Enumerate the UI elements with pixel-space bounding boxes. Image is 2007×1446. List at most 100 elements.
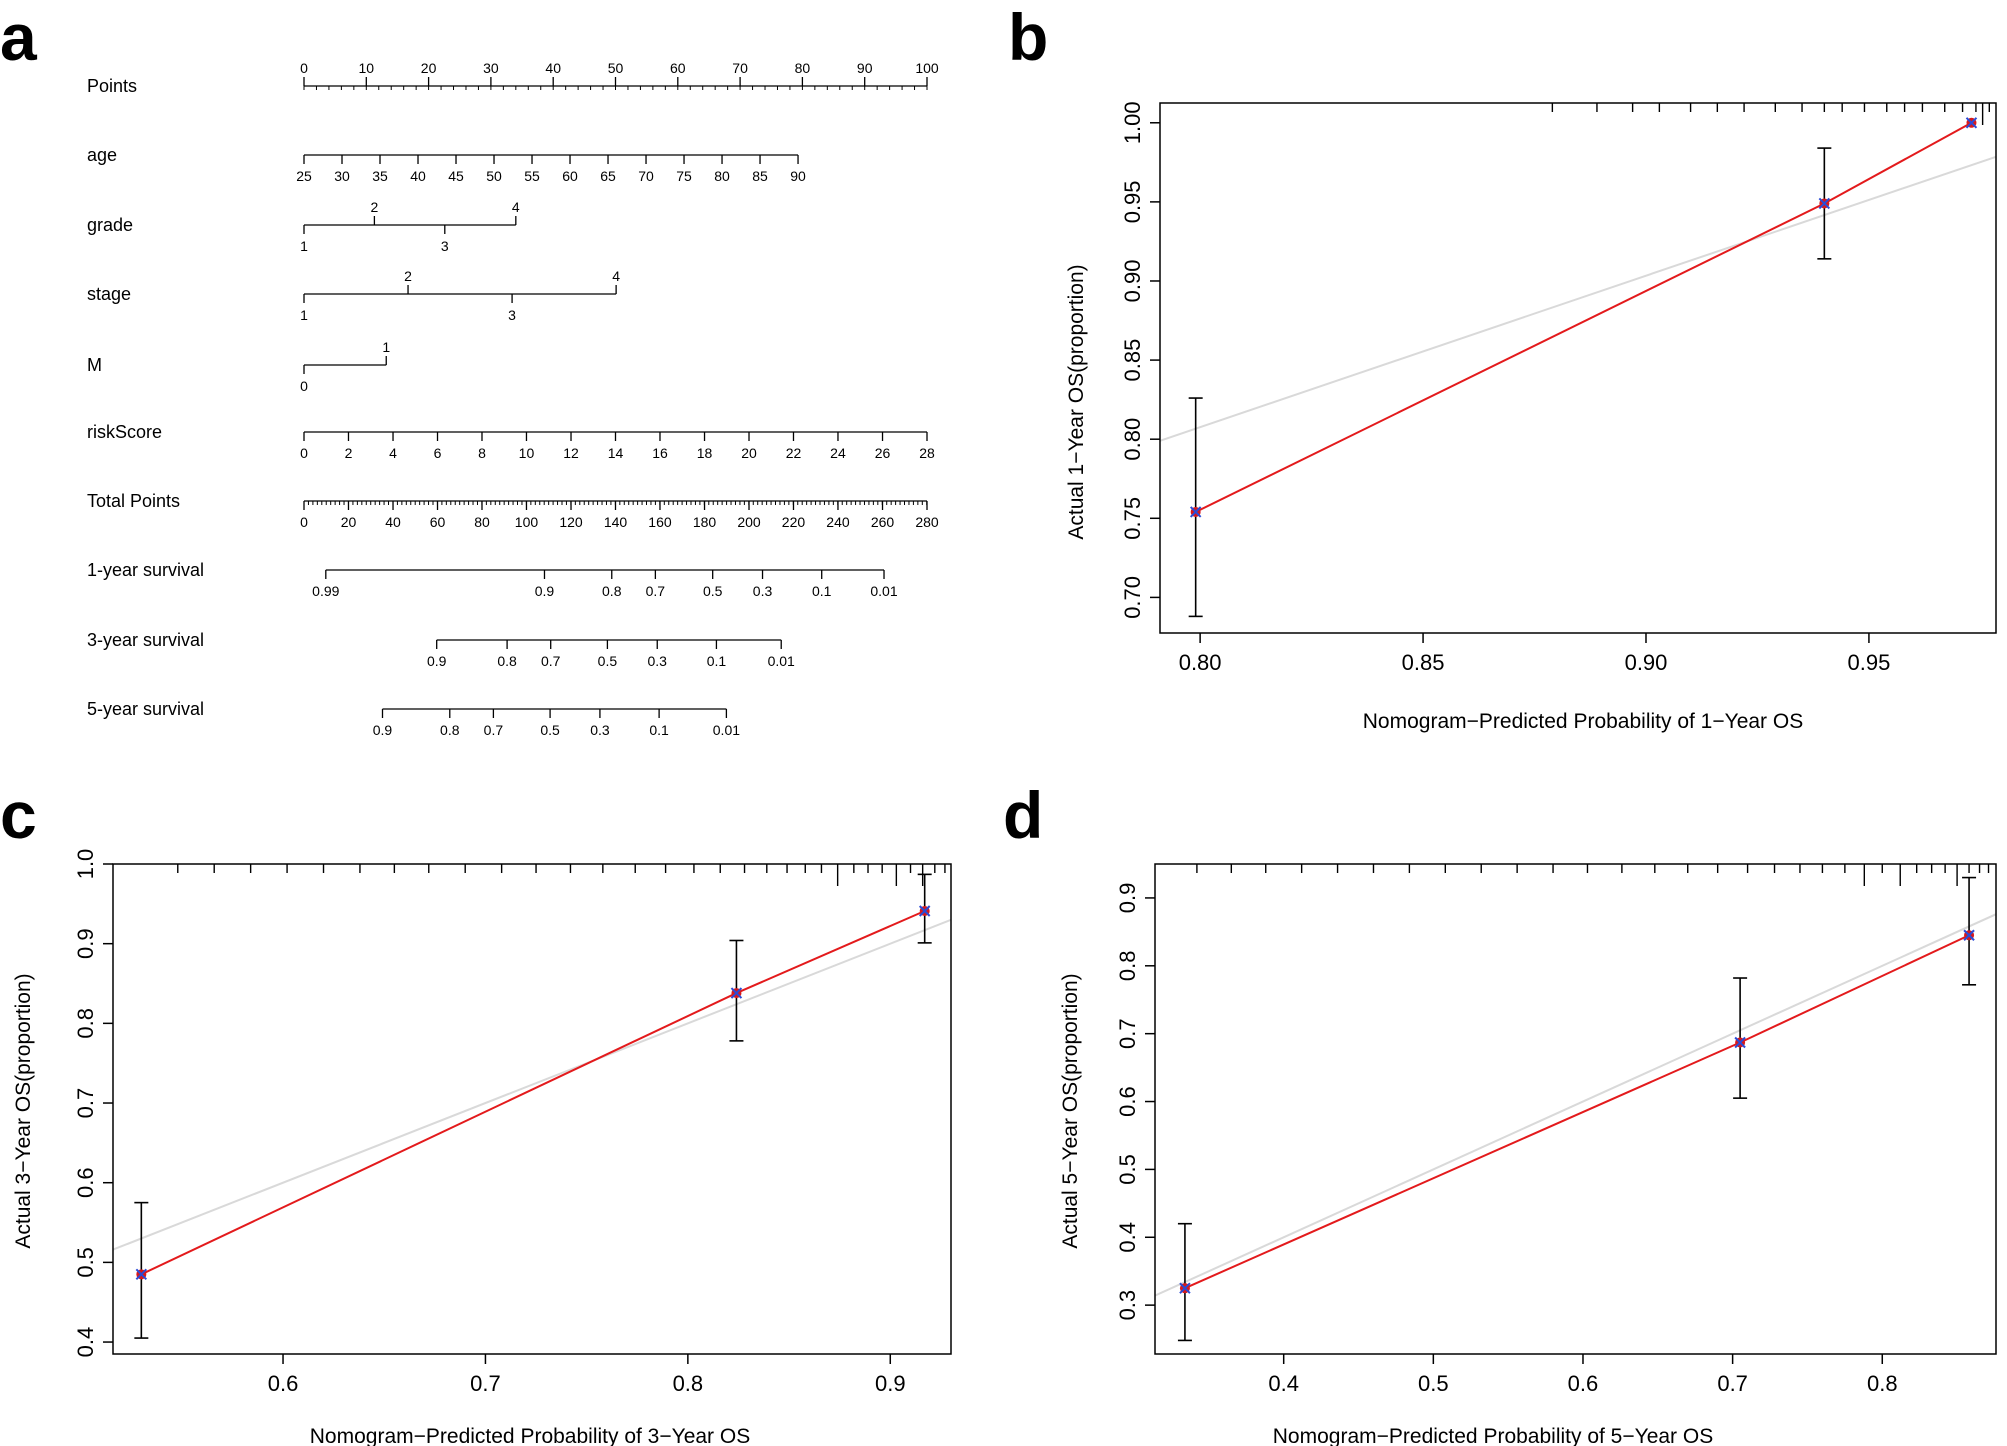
tick-label: 3 (441, 238, 449, 254)
tick-label: 0.01 (768, 653, 795, 669)
y-tick-label: 0.7 (73, 1088, 98, 1119)
y-tick-label: 0.7 (1115, 1018, 1140, 1049)
x-tick-label: 0.8 (1867, 1371, 1898, 1396)
cross-marker (1963, 929, 1975, 941)
tick-label: 40 (385, 514, 401, 530)
x-tick-label: 0.7 (1717, 1371, 1748, 1396)
x-tick-label: 0.6 (268, 1371, 299, 1396)
tick-label: 24 (830, 445, 846, 461)
tick-label: 30 (483, 60, 499, 76)
tick-label: 2 (345, 445, 353, 461)
tick-label: 16 (652, 445, 668, 461)
nomogram-row-total-points: Total Points 0 20 40 60 80 100 120 140 160 180 200 2… (87, 491, 939, 530)
tick-label: 0.7 (484, 722, 504, 738)
tick-label: 80 (795, 60, 811, 76)
tick-label: 100 (915, 60, 939, 76)
tick-label: 4 (612, 268, 620, 284)
tick-label: 14 (608, 445, 624, 461)
tick-label: 45 (448, 168, 464, 184)
tick-label: 40 (410, 168, 426, 184)
tick-label: 2 (404, 268, 412, 284)
tick-label: 0.7 (541, 653, 561, 669)
nomogram-row-1-year-survival: 1-year survival 0.99 0.9 0.8 0.7 0.5 0.3 0.1 0.0… (87, 560, 898, 599)
x-tick-label: 0.9 (875, 1371, 906, 1396)
tick-label: 26 (875, 445, 891, 461)
nomogram-row-age: age 25 30 35 40 45 50 55 60 65 70 75 80 85 90 (87, 145, 806, 184)
x-axis-label: Nomogram−Predicted Probability of 5−Year… (1273, 1425, 1713, 1446)
row-label: Points (87, 76, 137, 96)
tick-label: 55 (524, 168, 540, 184)
row-label: riskScore (87, 422, 162, 442)
y-tick-label: 0.6 (73, 1167, 98, 1198)
tick-label: 50 (608, 60, 624, 76)
y-tick-label: 0.4 (73, 1327, 98, 1358)
x-tick-label: 0.4 (1268, 1371, 1299, 1396)
tick-label: 10 (359, 60, 375, 76)
row-label: 5-year survival (87, 699, 204, 719)
tick-label: 0.3 (753, 583, 773, 599)
tick-label: 12 (563, 445, 579, 461)
panel-letter-d: d (1003, 778, 1043, 852)
row-label: 1-year survival (87, 560, 204, 580)
reference-line (113, 918, 951, 1251)
tick-label: 0.3 (590, 722, 610, 738)
cross-marker (1734, 1036, 1746, 1049)
y-tick-label: 0.80 (1120, 418, 1145, 461)
tick-label: 30 (334, 168, 350, 184)
row-label: 3-year survival (87, 630, 204, 650)
tick-label: 3 (508, 307, 516, 323)
tick-label: 0.1 (649, 722, 669, 738)
nomogram-row-5-year-survival: 5-year survival 0.9 0.8 0.7 0.5 0.3 0.1 0.01 (87, 699, 740, 738)
y-axis-label: Actual 3−Year OS(proportion) (12, 973, 35, 1248)
y-tick-label: 0.9 (73, 928, 98, 959)
tick-label: 10 (519, 445, 535, 461)
tick-label: 280 (915, 514, 939, 530)
y-tick-label: 0.95 (1120, 180, 1145, 223)
tick-label: 70 (732, 60, 748, 76)
tick-label: 60 (562, 168, 578, 184)
y-tick-label: 1.0 (73, 849, 98, 880)
tick-label: 70 (638, 168, 654, 184)
tick-label: 6 (434, 445, 442, 461)
tick-label: 50 (486, 168, 502, 184)
tick-label: 120 (559, 514, 583, 530)
tick-label: 90 (790, 168, 806, 184)
tick-label: 0.1 (707, 653, 727, 669)
tick-label: 0.5 (703, 583, 723, 599)
tick-label: 180 (693, 514, 717, 530)
panel-letter-a: a (0, 0, 38, 74)
plot-frame (1159, 102, 1997, 634)
tick-label: 0.9 (373, 722, 393, 738)
tick-label: 160 (648, 514, 672, 530)
tick-label: 40 (545, 60, 561, 76)
plot-frame (1154, 863, 1997, 1355)
y-tick-label: 0.5 (73, 1247, 98, 1278)
y-tick-label: 0.4 (1115, 1222, 1140, 1253)
tick-label: 220 (782, 514, 806, 530)
tick-label: 0.3 (648, 653, 668, 669)
tick-label: 20 (421, 60, 437, 76)
x-tick-label: 0.6 (1568, 1371, 1599, 1396)
tick-label: 4 (389, 445, 397, 461)
calibration-plot-1-year: Nomogram−Predicted Probability of 1−Year… (1065, 101, 1997, 733)
tick-label: 0 (300, 514, 308, 530)
tick-label: 0.5 (540, 722, 560, 738)
y-tick-label: 0.85 (1120, 339, 1145, 382)
y-tick-label: 0.75 (1120, 497, 1145, 540)
row-label: Total Points (87, 491, 180, 511)
panel-letter-c: c (0, 778, 37, 852)
x-axis-label: Nomogram−Predicted Probability of 1−Year… (1363, 710, 1803, 733)
tick-label: 0 (300, 445, 308, 461)
tick-label: 28 (919, 445, 935, 461)
y-axis-label: Actual 1−Year OS(proportion) (1065, 264, 1088, 539)
tick-label: 35 (372, 168, 388, 184)
tick-label: 0.5 (598, 653, 618, 669)
cross-marker (1189, 506, 1202, 518)
tick-label: 75 (676, 168, 692, 184)
tick-label: 0.99 (312, 583, 339, 599)
plot-frame (112, 863, 952, 1355)
tick-label: 0.9 (535, 583, 555, 599)
reference-line (1155, 913, 1996, 1297)
